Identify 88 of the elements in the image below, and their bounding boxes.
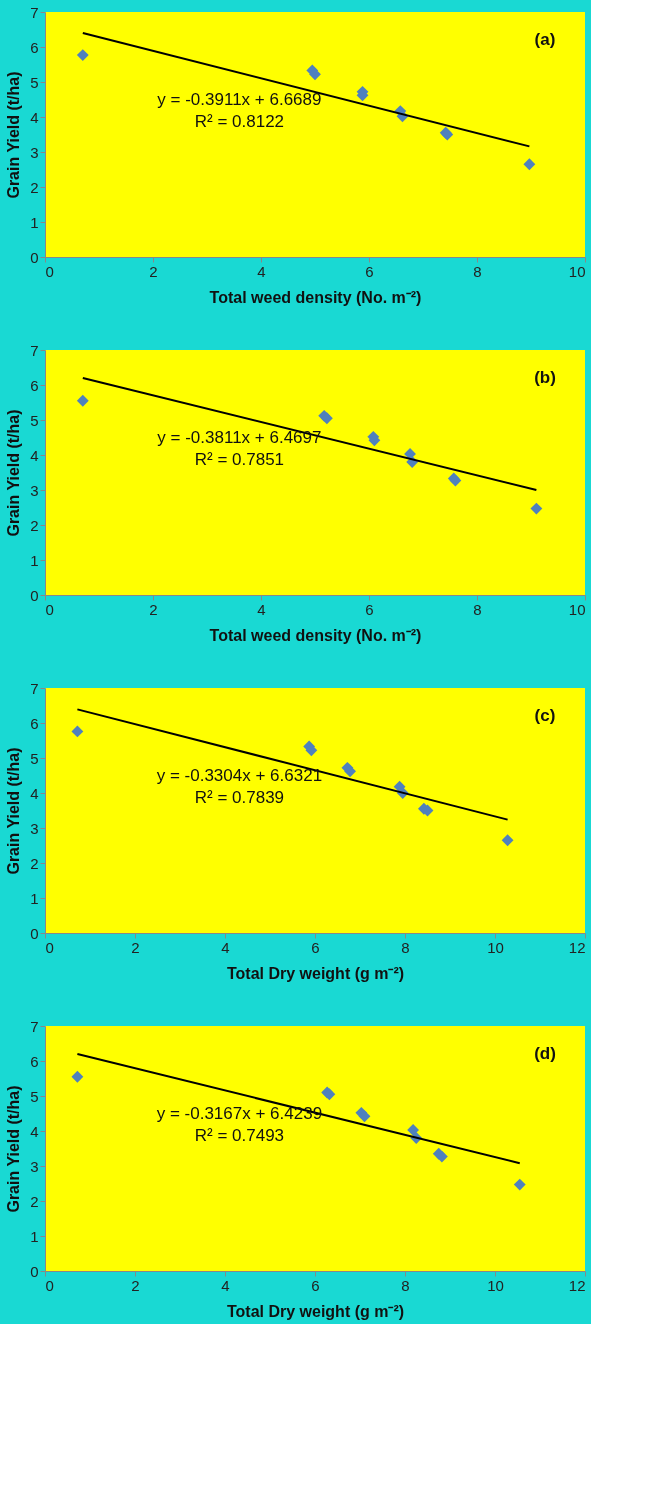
x-tick-label: 6 xyxy=(365,262,374,280)
annotation: y = -0.3304x + 6.6321 xyxy=(156,766,323,786)
annotation: y = -0.3167x + 6.4239 xyxy=(156,1104,323,1124)
x-tick-label: 2 xyxy=(149,262,158,280)
x-tick-label: 2 xyxy=(131,1276,140,1294)
y-tick-label: 1 xyxy=(30,551,39,569)
x-tick-label: 2 xyxy=(149,600,158,618)
y-tick-label: 7 xyxy=(30,3,39,21)
x-axis-title: Total weed density (No. m⁻²) xyxy=(209,626,422,644)
x-tick-label: 4 xyxy=(221,938,230,956)
y-tick-label: 3 xyxy=(30,143,39,161)
y-axis-title: Grain Yield (t/ha) xyxy=(5,1085,23,1213)
y-tick-label: 5 xyxy=(30,73,39,91)
point xyxy=(501,834,514,847)
y-tick-label: 2 xyxy=(30,516,39,534)
x-tick-label: 0 xyxy=(45,600,54,618)
annotation: R² = 0.7839 xyxy=(194,788,285,808)
x-tick-label: 10 xyxy=(487,1276,504,1294)
y-axis-title: Grain Yield (t/ha) xyxy=(5,409,23,537)
point xyxy=(358,1110,371,1123)
y-tick-label: 0 xyxy=(30,248,39,266)
annotation: (c) xyxy=(534,706,556,725)
point xyxy=(407,1124,420,1136)
annotation: R² = 0.8122 xyxy=(194,112,285,132)
y-tick-label: 1 xyxy=(30,889,39,907)
annotation: y = -0.3911x + 6.6689 xyxy=(157,90,322,110)
y-tick-label: 7 xyxy=(30,679,39,697)
x-tick-label: 6 xyxy=(365,600,374,618)
y-tick-label: 3 xyxy=(30,819,39,837)
y-tick-label: 0 xyxy=(30,924,39,942)
point xyxy=(71,1070,84,1083)
x-tick-label: 0 xyxy=(45,1276,54,1294)
x-axis-title: Total Dry weight (g m⁻²) xyxy=(226,964,405,982)
y-tick-label: 1 xyxy=(30,213,39,231)
x-tick-label: 6 xyxy=(311,1276,320,1294)
annotation: (a) xyxy=(534,30,556,49)
x-tick-label: 10 xyxy=(568,600,586,618)
x-axis-title: Total weed density (No. m⁻²) xyxy=(209,288,422,306)
y-tick-label: 0 xyxy=(30,1262,39,1280)
y-tick-label: 5 xyxy=(30,749,39,767)
y-tick-label: 6 xyxy=(30,376,39,394)
y-tick-label: 0 xyxy=(30,586,39,604)
y-tick-label: 4 xyxy=(30,108,39,126)
y-tick-label: 6 xyxy=(30,1052,39,1070)
y-tick-label: 1 xyxy=(30,1227,39,1245)
y-tick-label: 6 xyxy=(30,714,39,732)
x-tick-label: 8 xyxy=(473,600,482,618)
y-tick-label: 4 xyxy=(30,784,39,802)
y-axis-title: Grain Yield (t/ha) xyxy=(5,747,23,875)
x-tick-label: 0 xyxy=(45,262,54,280)
y-axis-title: Grain Yield (t/ha) xyxy=(5,71,23,199)
y-tick-label: 4 xyxy=(30,446,39,464)
y-tick-label: 4 xyxy=(30,1122,39,1140)
x-tick-label: 12 xyxy=(568,938,586,956)
x-tick-label: 2 xyxy=(131,938,140,956)
x-tick-label: 10 xyxy=(487,938,504,956)
point xyxy=(71,725,84,738)
y-tick-label: 3 xyxy=(30,481,39,499)
annotation: (b) xyxy=(534,368,556,387)
y-tick-label: 5 xyxy=(30,1087,39,1105)
annotation: R² = 0.7493 xyxy=(194,1126,285,1146)
y-tick-label: 5 xyxy=(30,411,39,429)
point xyxy=(76,49,89,61)
annotation: (d) xyxy=(534,1044,556,1063)
x-tick-label: 8 xyxy=(401,1276,410,1294)
x-tick-label: 6 xyxy=(311,938,320,956)
x-tick-label: 4 xyxy=(257,262,266,280)
y-tick-label: 2 xyxy=(30,1192,39,1210)
x-tick-label: 12 xyxy=(568,1276,586,1294)
annotation: y = -0.3811x + 6.4697 xyxy=(157,428,322,448)
y-tick-label: 2 xyxy=(30,178,39,196)
x-tick-label: 0 xyxy=(45,938,54,956)
y-tick-label: 7 xyxy=(30,341,39,359)
x-tick-label: 8 xyxy=(401,938,410,956)
y-tick-label: 6 xyxy=(30,38,39,56)
y-tick-label: 2 xyxy=(30,854,39,872)
point xyxy=(513,1178,526,1191)
x-tick-label: 4 xyxy=(257,600,266,618)
y-tick-label: 3 xyxy=(30,1157,39,1175)
point xyxy=(76,394,89,407)
point xyxy=(530,502,543,515)
x-tick-label: 10 xyxy=(568,262,586,280)
x-axis-title: Total Dry weight (g m⁻²) xyxy=(226,1302,405,1320)
x-tick-label: 4 xyxy=(221,1276,230,1294)
point xyxy=(523,158,536,171)
annotation: R² = 0.7851 xyxy=(194,450,285,470)
y-tick-label: 7 xyxy=(30,1017,39,1035)
x-tick-label: 8 xyxy=(473,262,482,280)
